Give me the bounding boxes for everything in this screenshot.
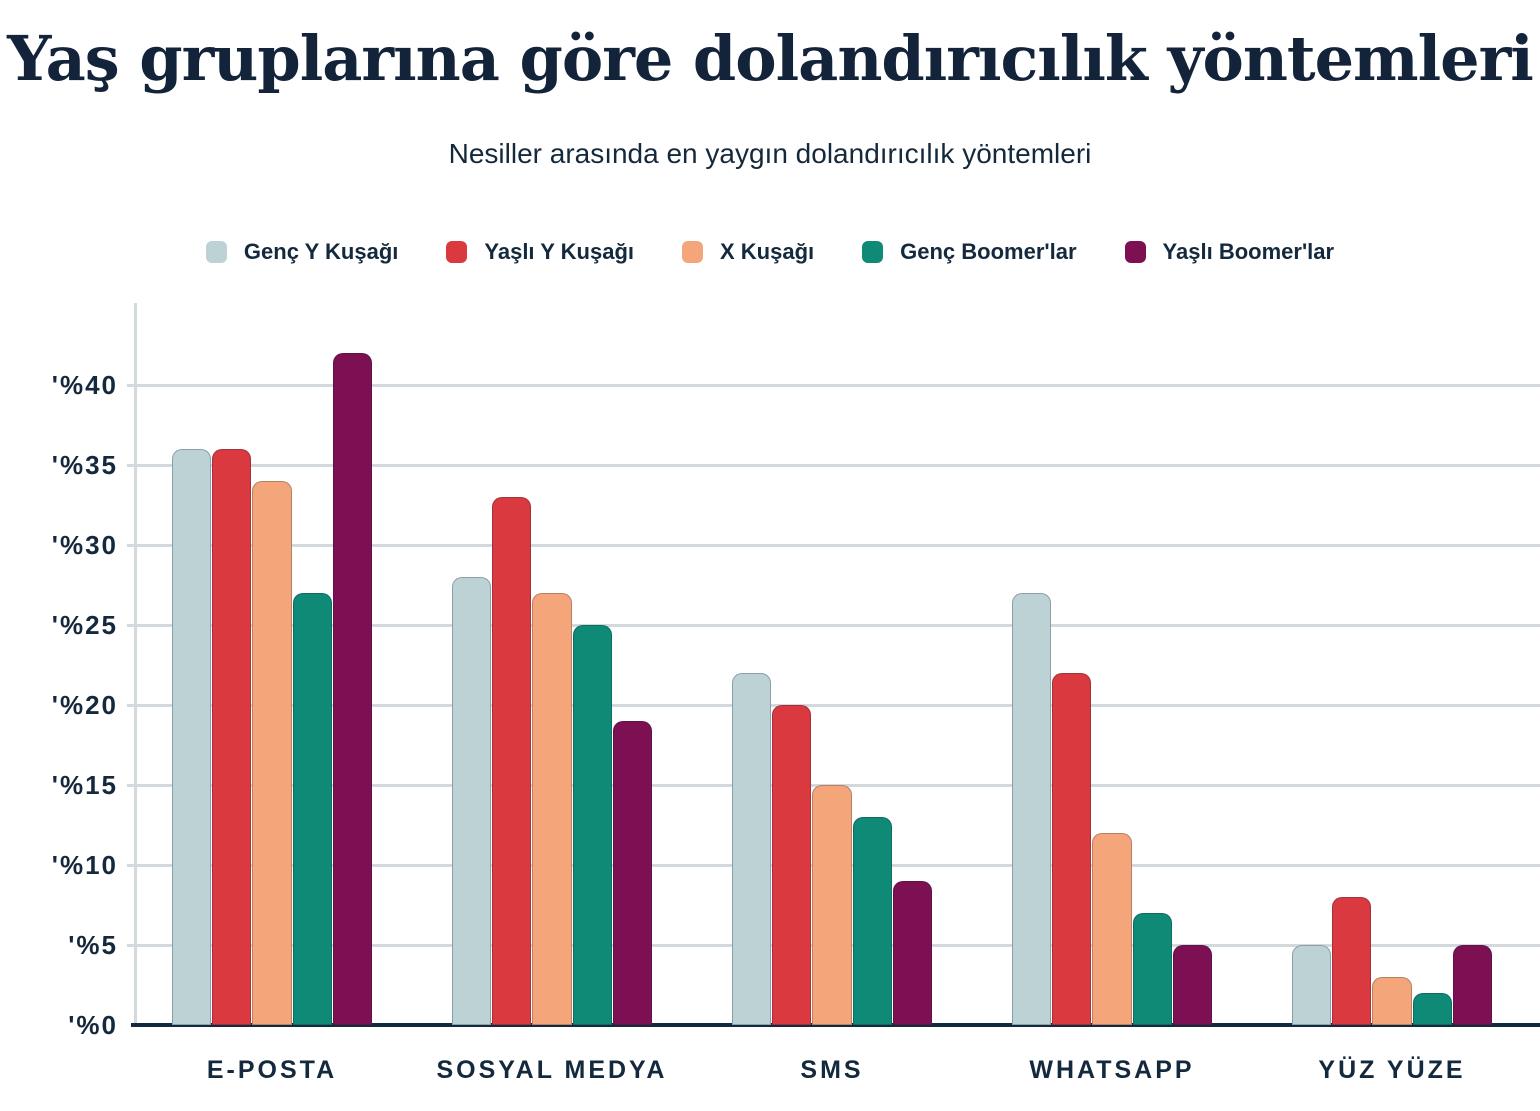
category-label: E-POSTA <box>206 1056 338 1084</box>
category-label: WHATSAPP <box>1029 1056 1195 1084</box>
chart-subtitle: Nesiller arasında en yaygın dolandırıcıl… <box>448 138 1092 169</box>
category-label: YÜZ YÜZE <box>1318 1056 1466 1084</box>
legend: Genç Y Kuşağı Yaşlı Y Kuşağı X Kuşağı Genç … <box>0 230 1540 274</box>
y-axis-line <box>134 303 137 1025</box>
bar <box>772 705 812 1025</box>
bar-group-y-z-y-ze <box>1292 897 1492 1025</box>
bar <box>1012 593 1052 1025</box>
gridline <box>127 463 1540 467</box>
legend-swatch <box>682 241 703 263</box>
legend-item: Yaşlı Y Kuşağı <box>446 239 634 265</box>
bar <box>852 817 892 1025</box>
chart-title: Yaş gruplarına göre dolandırıcılık yönte… <box>7 22 1534 95</box>
legend-swatch <box>446 241 468 263</box>
bar <box>1172 945 1212 1025</box>
bar <box>1132 913 1172 1025</box>
legend-item: X Kuşağı <box>682 239 814 265</box>
bar <box>1332 897 1372 1025</box>
gridline <box>127 703 1540 707</box>
bar <box>812 785 852 1025</box>
bar <box>1052 673 1092 1025</box>
y-tick-label: '%5 <box>68 930 118 960</box>
bar <box>452 577 492 1025</box>
y-tick-label: '%35 <box>51 450 118 480</box>
bar <box>532 593 572 1025</box>
bar <box>332 353 372 1025</box>
y-tick-label: '%25 <box>51 610 118 640</box>
category-label: SOSYAL MEDYA <box>436 1056 668 1084</box>
y-tick-label: '%40 <box>51 370 118 400</box>
bar <box>612 721 652 1025</box>
gridline <box>127 543 1540 547</box>
legend-label: Genç Boomer'lar <box>900 239 1077 264</box>
legend-swatch <box>1124 241 1146 263</box>
bar-group-sms <box>732 673 932 1025</box>
plot-area: '%0 '%5 '%10 '%15 '%20 '%25 '%30 '%35 '%40 <box>0 303 1540 1040</box>
bar <box>572 625 612 1025</box>
y-tick-label: '%10 <box>51 850 118 880</box>
bar-group-sosyal-medya <box>452 497 652 1025</box>
category-label: SMS <box>800 1056 864 1084</box>
bar-group-e-posta <box>172 353 372 1025</box>
y-tick-label: '%30 <box>51 530 118 560</box>
gridline <box>127 623 1540 627</box>
bar-group-whatsapp <box>1012 593 1212 1025</box>
bar <box>892 881 932 1025</box>
legend-label: Yaşlı Y Kuşağı <box>484 239 634 264</box>
legend-swatch <box>862 241 884 263</box>
bar <box>212 449 252 1025</box>
bar <box>172 449 212 1025</box>
legend-label: X Kuşağı <box>720 239 815 264</box>
legend-item: Genç Boomer'lar <box>862 239 1077 265</box>
y-tick-label: '%0 <box>68 1010 118 1040</box>
bar <box>1292 945 1332 1025</box>
bar <box>732 673 772 1025</box>
y-tick-label: '%20 <box>51 690 118 720</box>
bar <box>292 593 332 1025</box>
bar <box>1412 993 1452 1025</box>
bar <box>492 497 532 1025</box>
legend-label: Genç Y Kuşağı <box>243 239 399 264</box>
gridline <box>127 383 1540 387</box>
bar <box>252 481 292 1025</box>
bar <box>1092 833 1132 1025</box>
bar <box>1452 945 1492 1025</box>
bar <box>1372 977 1412 1025</box>
legend-label: Yaşlı Boomer'lar <box>1162 239 1335 264</box>
legend-swatch <box>205 241 227 263</box>
legend-item: Yaşlı Boomer'lar <box>1124 239 1335 265</box>
x-axis-line <box>131 1023 1540 1027</box>
y-tick-label: '%15 <box>51 770 118 800</box>
legend-item: Genç Y Kuşağı <box>205 239 399 265</box>
